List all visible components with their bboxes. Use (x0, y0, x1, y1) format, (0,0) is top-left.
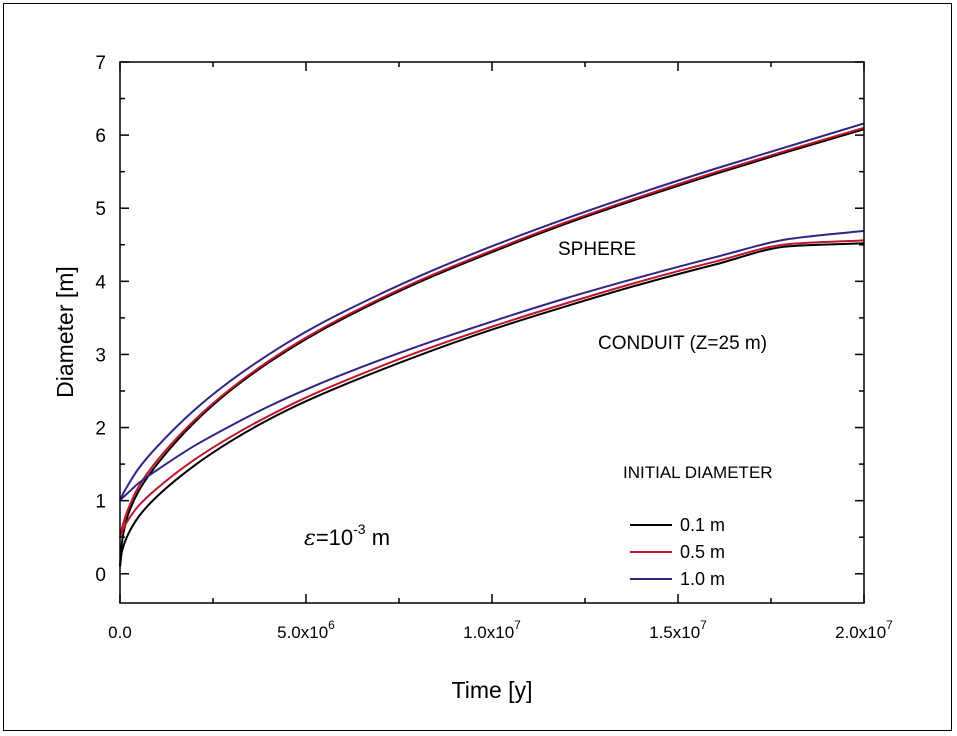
x-tick-label: 1.0x107 (463, 618, 521, 642)
x-tick-label-exponent: 7 (514, 618, 521, 632)
sphere-annotation: SPHERE (558, 239, 636, 260)
epsilon-exponent: -3 (353, 521, 366, 537)
y-tick-labels: 0 1 2 3 4 5 6 7 (95, 53, 106, 586)
x-tick-label: 1.5x107 (649, 618, 707, 642)
epsilon-symbol: ε (304, 526, 316, 551)
y-tick-label: 1 (95, 492, 106, 513)
axis-ticks (119, 61, 865, 603)
legend-label: 0.1 m (680, 515, 725, 535)
legend-title: INITIAL DIAMETER (623, 463, 773, 482)
epsilon-unit: m (366, 525, 390, 550)
y-tick-label: 2 (95, 419, 106, 440)
x-tick-label: 5.0x106 (277, 618, 335, 642)
x-axis-label: Time [y] (452, 677, 533, 703)
x-tick-label-exponent: 6 (328, 618, 335, 632)
y-tick-label: 7 (95, 53, 106, 74)
x-tick-label: 2.0x107 (835, 618, 893, 642)
x-tick-labels: 0.0 5.0x106 1.0x107 1.5x107 2.0x107 (108, 618, 893, 642)
y-tick-label: 5 (95, 199, 106, 220)
figure-frame (3, 3, 952, 731)
epsilon-base: =10 (316, 525, 353, 550)
x-tick-label-base: 1.0x10 (463, 623, 514, 642)
x-tick-label-base: 2.0x10 (835, 623, 886, 642)
legend-label: 1.0 m (680, 569, 725, 589)
y-tick-label: 3 (95, 345, 106, 366)
x-tick-label: 0.0 (108, 623, 132, 642)
x-tick-label-exponent: 7 (700, 618, 707, 632)
y-axis-label: Diameter [m] (52, 266, 78, 398)
x-tick-label-base: 0.0 (108, 623, 132, 642)
series-line-sphere-0 (119, 128, 865, 567)
x-tick-label-base: 1.5x10 (649, 623, 700, 642)
legend-label: 0.5 m (680, 542, 725, 562)
x-tick-label-exponent: 7 (886, 618, 893, 632)
series-line-conduit-4 (119, 239, 865, 538)
conduit-annotation: CONDUIT (Z=25 m) (598, 333, 767, 354)
series-lines (119, 122, 865, 567)
series-line-conduit-3 (119, 242, 865, 567)
y-tick-label: 4 (95, 272, 106, 293)
series-line-sphere-1 (119, 126, 865, 538)
x-tick-label-base: 5.0x10 (277, 623, 328, 642)
epsilon-annotation: ε=10-3 m (304, 521, 390, 551)
y-tick-label: 6 (95, 126, 106, 147)
legend: 0.1 m 0.5 m 1.0 m (630, 515, 725, 589)
y-tick-label: 0 (95, 565, 106, 586)
series-line-conduit-5 (119, 229, 865, 502)
series-line-sphere-2 (119, 122, 865, 502)
